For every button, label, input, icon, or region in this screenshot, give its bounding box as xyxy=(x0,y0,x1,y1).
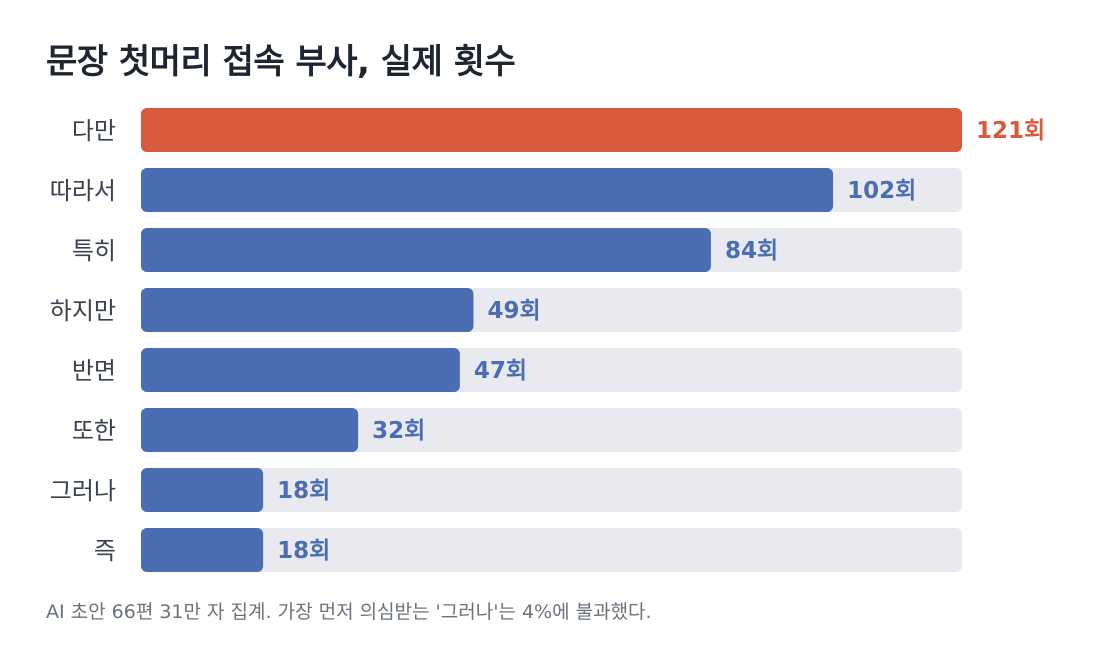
category-label: 다만 xyxy=(72,117,116,145)
bar-row: 특히 84회 xyxy=(72,228,962,272)
value-label: 18회 xyxy=(277,538,330,564)
value-label: 18회 xyxy=(277,478,330,504)
bar xyxy=(141,528,264,572)
bar xyxy=(141,348,460,392)
bar-track xyxy=(141,468,962,512)
value-label: 32회 xyxy=(372,418,425,444)
category-label: 특히 xyxy=(72,237,116,265)
bar xyxy=(141,108,962,152)
bar xyxy=(141,468,264,512)
bar-row: 반면 47회 xyxy=(72,348,962,392)
category-label: 즉 xyxy=(94,537,116,565)
category-label: 하지만 xyxy=(50,297,116,325)
value-label: 49회 xyxy=(487,298,540,324)
footnote: AI 초안 66편 31만 자 집계. 가장 먼저 의심받는 '그러나'는 4%… xyxy=(46,601,652,623)
category-label: 또한 xyxy=(72,417,116,445)
bar xyxy=(141,168,834,212)
value-label: 84회 xyxy=(725,238,778,264)
value-label: 47회 xyxy=(474,358,527,384)
bar xyxy=(141,408,359,452)
chart-title: 문장 첫머리 접속 부사, 실제 횟수 xyxy=(46,42,516,82)
bar-row: 그러나 18회 xyxy=(50,468,962,512)
bar-track xyxy=(141,528,962,572)
value-label: 102회 xyxy=(847,178,916,204)
category-label: 반면 xyxy=(72,357,116,385)
bar xyxy=(141,288,474,332)
bar xyxy=(141,228,711,272)
bar-row: 하지만 49회 xyxy=(50,288,962,332)
bar-row: 또한 32회 xyxy=(72,408,962,452)
bar-row: 다만 121회 xyxy=(72,108,1045,152)
value-label: 121회 xyxy=(976,118,1045,144)
category-label: 따라서 xyxy=(50,177,116,205)
category-label: 그러나 xyxy=(50,477,116,505)
bar-row: 즉 18회 xyxy=(94,528,962,572)
bar-row: 따라서 102회 xyxy=(50,168,962,212)
